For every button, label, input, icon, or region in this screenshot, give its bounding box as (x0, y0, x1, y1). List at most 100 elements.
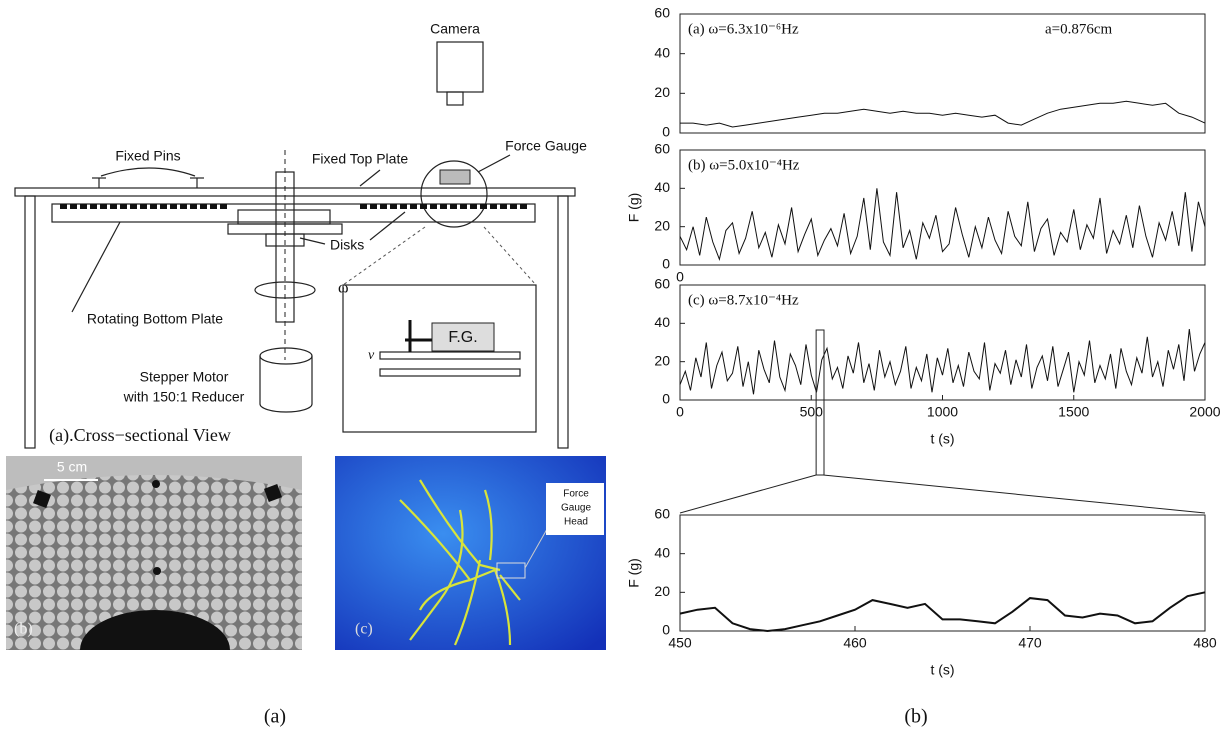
label: (a).Cross−sectional View (49, 425, 231, 446)
y-tick-label: 0 (662, 622, 670, 638)
bead (110, 204, 117, 209)
x-axis-label: t (s) (930, 662, 954, 678)
motor-top (259, 347, 313, 365)
series-line (680, 100, 1206, 128)
bead (100, 204, 107, 209)
camera (436, 41, 484, 93)
bead (510, 204, 517, 209)
inset-link (342, 226, 426, 286)
grains (6, 475, 302, 650)
rotation-arrow (254, 281, 316, 299)
plate (379, 368, 521, 377)
x-tick-label: 450 (668, 635, 692, 651)
bead (170, 204, 177, 209)
bead (520, 204, 527, 209)
label: (c) (355, 621, 373, 638)
series-line (679, 591, 1206, 633)
bead (160, 204, 167, 209)
inset-link (483, 226, 537, 286)
gauge (431, 322, 495, 352)
x-tick-label: 0 (676, 404, 684, 420)
top-plate (14, 187, 576, 197)
y-tick-label: 20 (654, 84, 670, 100)
y-tick-label: 20 (654, 352, 670, 368)
zoom-circle (420, 160, 488, 228)
label: F.G. (448, 329, 477, 346)
zoom-link (823, 474, 1206, 514)
bead (70, 204, 77, 209)
motor (259, 356, 313, 413)
bead (150, 204, 157, 209)
plot-frame (679, 13, 1206, 134)
y-tick-label: 60 (654, 506, 670, 522)
label: Force (563, 489, 589, 500)
y-tick-label: 20 (654, 217, 670, 233)
bead (220, 204, 227, 209)
x-tick-label: 0 (676, 269, 684, 285)
hole (152, 480, 160, 488)
label: Head (564, 517, 588, 528)
camera-lens (446, 91, 464, 106)
y-tick-label: 40 (654, 314, 670, 330)
x-tick-label: 1000 (927, 404, 958, 420)
pin (264, 484, 282, 502)
label: Camera (430, 21, 480, 37)
annotation: (a) ω=6.3x10⁻⁶Hz (688, 21, 799, 37)
bead (470, 204, 477, 209)
x-tick-label: 480 (1193, 635, 1217, 651)
pointer (71, 221, 121, 313)
probe (405, 320, 432, 352)
label-box (546, 483, 604, 535)
hole (153, 567, 161, 575)
label: (b) (14, 621, 33, 638)
bead (400, 204, 407, 209)
leg (557, 195, 569, 449)
bead (480, 204, 487, 209)
y-tick-label: 0 (662, 256, 670, 272)
y-tick-label: 40 (654, 544, 670, 560)
bead (410, 204, 417, 209)
label: Gauge (561, 503, 591, 514)
y-tick-label: 20 (654, 583, 670, 599)
annotation: (b) ω=5.0x10⁻⁴Hz (688, 157, 800, 173)
label: Disks (330, 237, 364, 253)
label: Force Gauge (505, 138, 587, 154)
annotation: (c) ω=8.7x10⁻⁴Hz (688, 292, 799, 308)
y-tick-label: 0 (662, 124, 670, 140)
label: v (368, 348, 375, 363)
bead (420, 204, 427, 209)
caption: (a) (264, 706, 286, 728)
bead (180, 204, 187, 209)
y-tick-label: 60 (654, 5, 670, 21)
pin-arrow (100, 167, 196, 177)
label: Fixed Top Plate (312, 151, 408, 167)
bead (140, 204, 147, 209)
bead (500, 204, 507, 209)
bead (120, 204, 127, 209)
pointer (299, 237, 326, 245)
series-line (679, 188, 1206, 262)
x-tick-label: 1500 (1058, 404, 1089, 420)
caption: (b) (904, 706, 927, 728)
series-line (679, 329, 1206, 395)
x-tick-label: 2000 (1189, 404, 1220, 420)
leg (24, 195, 36, 449)
bead (390, 204, 397, 209)
bead (80, 204, 87, 209)
bead (130, 204, 137, 209)
zoom-box (815, 329, 825, 476)
x-axis-label: t (s) (930, 431, 954, 447)
x-tick-label: 500 (800, 404, 824, 420)
label: Stepper Motor (140, 369, 229, 385)
apparatus-diagram: Camera Fixed Pins Fixed Top Plate Force … (14, 21, 587, 449)
annotation: a=0.876cm (1045, 21, 1113, 37)
beads (60, 204, 527, 209)
plate (379, 351, 521, 360)
y-tick-label: 60 (654, 141, 670, 157)
bead (60, 204, 67, 209)
pointer (369, 211, 406, 241)
bead (460, 204, 467, 209)
bead (490, 204, 497, 209)
